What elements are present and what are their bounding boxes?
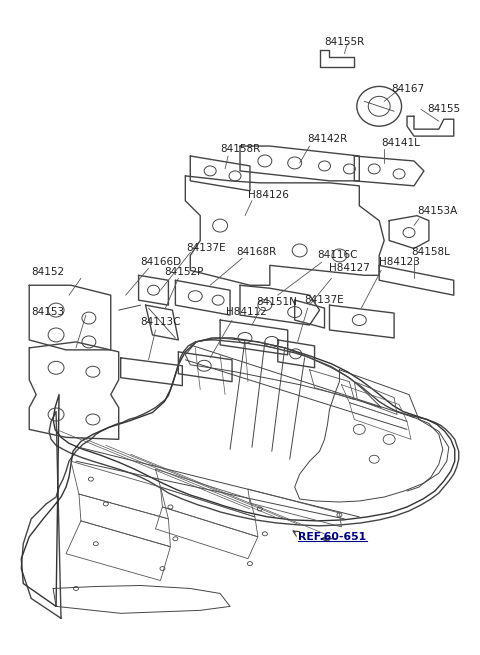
Text: 84153A: 84153A bbox=[417, 206, 457, 215]
Text: 84158R: 84158R bbox=[220, 144, 260, 154]
Text: 84158L: 84158L bbox=[411, 248, 450, 257]
Text: H84123: H84123 bbox=[379, 257, 420, 267]
Text: 84152P: 84152P bbox=[165, 267, 204, 277]
Text: 84167: 84167 bbox=[391, 84, 424, 94]
Text: H84112: H84112 bbox=[226, 307, 267, 317]
Text: 84141L: 84141L bbox=[381, 138, 420, 148]
Text: 84155: 84155 bbox=[427, 104, 460, 114]
Text: H84127: H84127 bbox=[329, 263, 371, 273]
Text: 84142R: 84142R bbox=[308, 134, 348, 144]
Text: H84126: H84126 bbox=[248, 190, 289, 200]
Text: 84113C: 84113C bbox=[141, 317, 181, 327]
Text: 84155R: 84155R bbox=[324, 37, 365, 47]
Text: REF.60-651: REF.60-651 bbox=[298, 532, 366, 542]
Text: 84166D: 84166D bbox=[141, 257, 182, 267]
Text: 84152: 84152 bbox=[31, 267, 64, 277]
Text: 84151N: 84151N bbox=[256, 297, 297, 307]
Text: 84137E: 84137E bbox=[305, 295, 344, 305]
Text: 84168R: 84168R bbox=[236, 248, 276, 257]
Text: 84153: 84153 bbox=[31, 307, 64, 317]
Text: 84137E: 84137E bbox=[186, 244, 226, 253]
Text: 84116C: 84116C bbox=[318, 250, 358, 261]
